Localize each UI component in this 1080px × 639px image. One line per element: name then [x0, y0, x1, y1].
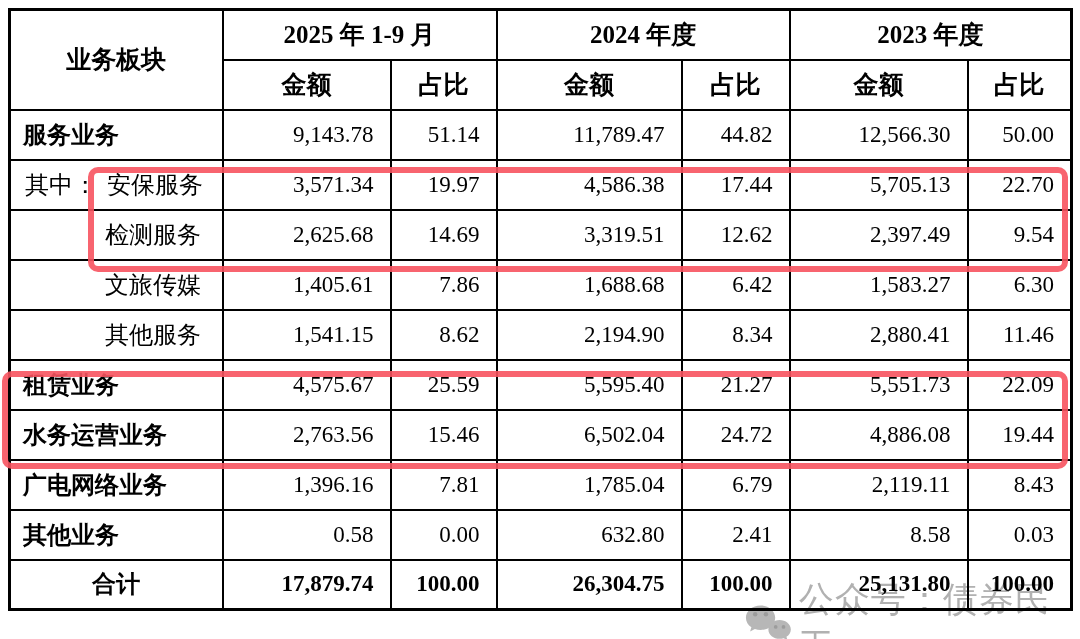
cell-value: 1,405.61 — [223, 260, 391, 310]
cell-value: 7.81 — [391, 460, 497, 510]
table-row: 租赁业务4,575.6725.595,595.4021.275,551.7322… — [10, 360, 1072, 410]
row-label: 水务运营业务 — [10, 410, 223, 460]
table-row: 其他服务1,541.158.622,194.908.342,880.4111.4… — [10, 310, 1072, 360]
cell-value: 8.43 — [968, 460, 1072, 510]
cell-value: 11.46 — [968, 310, 1072, 360]
cell-value: 8.34 — [682, 310, 790, 360]
cell-value: 25.59 — [391, 360, 497, 410]
cell-value: 9,143.78 — [223, 110, 391, 160]
header-period-2025: 2025 年 1-9 月 — [223, 10, 497, 60]
header-share-2024: 占比 — [682, 60, 790, 110]
cell-value: 4,575.67 — [223, 360, 391, 410]
cell-value: 2,625.68 — [223, 210, 391, 260]
cell-value: 3,319.51 — [497, 210, 682, 260]
cell-value: 24.72 — [682, 410, 790, 460]
row-label-prefix: 其中： — [25, 172, 97, 198]
table-body: 服务业务9,143.7851.1411,789.4744.8212,566.30… — [10, 110, 1072, 610]
cell-value: 7.86 — [391, 260, 497, 310]
row-label: 广电网络业务 — [10, 460, 223, 510]
cell-value: 100.00 — [968, 560, 1072, 610]
cell-value: 5,551.73 — [790, 360, 968, 410]
cell-value: 8.58 — [790, 510, 968, 560]
cell-value: 4,886.08 — [790, 410, 968, 460]
cell-value: 0.58 — [223, 510, 391, 560]
cell-value: 17,879.74 — [223, 560, 391, 610]
cell-value: 14.69 — [391, 210, 497, 260]
table-row: 水务运营业务2,763.5615.466,502.0424.724,886.08… — [10, 410, 1072, 460]
cell-value: 1,688.68 — [497, 260, 682, 310]
cell-value: 1,541.15 — [223, 310, 391, 360]
business-segments-table: 业务板块 2025 年 1-9 月 2024 年度 2023 年度 金额 占比 … — [8, 8, 1073, 611]
cell-value: 8.62 — [391, 310, 497, 360]
cell-value: 0.00 — [391, 510, 497, 560]
cell-value: 2,397.49 — [790, 210, 968, 260]
row-label: 服务业务 — [10, 110, 223, 160]
row-label: 检测服务 — [10, 210, 223, 260]
cell-value: 44.82 — [682, 110, 790, 160]
header-share-2025: 占比 — [391, 60, 497, 110]
row-label: 其中： 安保服务 — [10, 160, 223, 210]
header-share-2023: 占比 — [968, 60, 1072, 110]
data-table: 业务板块 2025 年 1-9 月 2024 年度 2023 年度 金额 占比 … — [8, 8, 1073, 611]
cell-value: 0.03 — [968, 510, 1072, 560]
cell-value: 25,131.80 — [790, 560, 968, 610]
cell-value: 26,304.75 — [497, 560, 682, 610]
table-row: 文旅传媒1,405.617.861,688.686.421,583.276.30 — [10, 260, 1072, 310]
header-amount-2024: 金额 — [497, 60, 682, 110]
row-label: 文旅传媒 — [10, 260, 223, 310]
cell-value: 15.46 — [391, 410, 497, 460]
cell-value: 100.00 — [682, 560, 790, 610]
cell-value: 1,785.04 — [497, 460, 682, 510]
cell-value: 21.27 — [682, 360, 790, 410]
cell-value: 5,595.40 — [497, 360, 682, 410]
cell-value: 19.44 — [968, 410, 1072, 460]
cell-value: 3,571.34 — [223, 160, 391, 210]
table-row: 其中： 安保服务 3,571.3419.974,586.3817.445,705.1… — [10, 160, 1072, 210]
header-amount-2023: 金额 — [790, 60, 968, 110]
row-label: 租赁业务 — [10, 360, 223, 410]
row-label-text: 安保服务 — [107, 172, 203, 198]
cell-value: 2.41 — [682, 510, 790, 560]
table-header: 业务板块 2025 年 1-9 月 2024 年度 2023 年度 金额 占比 … — [10, 10, 1072, 110]
header-period-2024: 2024 年度 — [497, 10, 790, 60]
cell-value: 1,583.27 — [790, 260, 968, 310]
cell-value: 2,880.41 — [790, 310, 968, 360]
cell-value: 2,194.90 — [497, 310, 682, 360]
cell-value: 4,586.38 — [497, 160, 682, 210]
cell-value: 6.42 — [682, 260, 790, 310]
row-label: 其他服务 — [10, 310, 223, 360]
row-label: 其他业务 — [10, 510, 223, 560]
cell-value: 6.79 — [682, 460, 790, 510]
header-period-2023: 2023 年度 — [790, 10, 1072, 60]
cell-value: 11,789.47 — [497, 110, 682, 160]
cell-value: 22.70 — [968, 160, 1072, 210]
cell-value: 632.80 — [497, 510, 682, 560]
cell-value: 6.30 — [968, 260, 1072, 310]
cell-value: 2,763.56 — [223, 410, 391, 460]
cell-value: 51.14 — [391, 110, 497, 160]
cell-value: 22.09 — [968, 360, 1072, 410]
cell-value: 17.44 — [682, 160, 790, 210]
cell-value: 2,119.11 — [790, 460, 968, 510]
cell-value: 100.00 — [391, 560, 497, 610]
header-amount-2025: 金额 — [223, 60, 391, 110]
table-row: 广电网络业务1,396.167.811,785.046.792,119.118.… — [10, 460, 1072, 510]
cell-value: 12,566.30 — [790, 110, 968, 160]
row-label: 合计 — [10, 560, 223, 610]
cell-value: 1,396.16 — [223, 460, 391, 510]
cell-value: 19.97 — [391, 160, 497, 210]
cell-value: 9.54 — [968, 210, 1072, 260]
cell-value: 50.00 — [968, 110, 1072, 160]
table-row: 其他业务0.580.00632.802.418.580.03 — [10, 510, 1072, 560]
header-segment-col: 业务板块 — [10, 10, 223, 110]
cell-value: 12.62 — [682, 210, 790, 260]
header-row-periods: 业务板块 2025 年 1-9 月 2024 年度 2023 年度 — [10, 10, 1072, 60]
table-row: 合计17,879.74100.0026,304.75100.0025,131.8… — [10, 560, 1072, 610]
table-row: 检测服务2,625.6814.693,319.5112.622,397.499.… — [10, 210, 1072, 260]
cell-value: 5,705.13 — [790, 160, 968, 210]
table-row: 服务业务9,143.7851.1411,789.4744.8212,566.30… — [10, 110, 1072, 160]
cell-value: 6,502.04 — [497, 410, 682, 460]
